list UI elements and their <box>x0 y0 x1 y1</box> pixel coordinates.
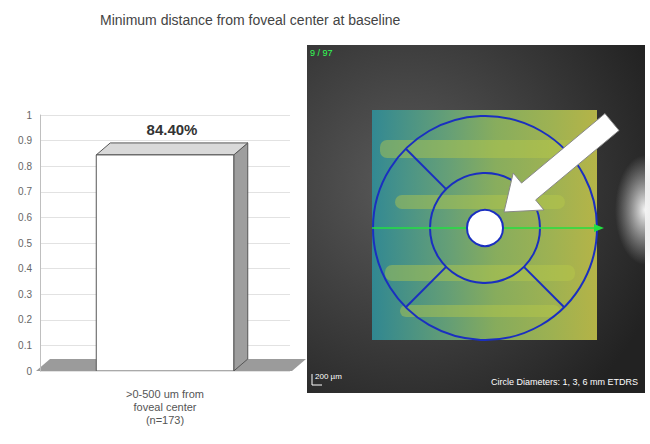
svg-text:>0-500 um from: >0-500 um from <box>126 388 204 400</box>
svg-text:0.8: 0.8 <box>18 161 32 172</box>
svg-text:9 / 97: 9 / 97 <box>310 48 333 58</box>
svg-text:1: 1 <box>26 110 32 121</box>
svg-text:0.2: 0.2 <box>18 314 32 325</box>
svg-text:84.40%: 84.40% <box>147 121 198 138</box>
svg-text:Circle Diameters: 1, 3, 6 mm E: Circle Diameters: 1, 3, 6 mm ETDRS <box>491 377 638 387</box>
svg-text:0.7: 0.7 <box>18 186 32 197</box>
svg-text:0.3: 0.3 <box>18 289 32 300</box>
svg-text:0.9: 0.9 <box>18 135 32 146</box>
svg-text:0.5: 0.5 <box>18 238 32 249</box>
svg-text:0: 0 <box>26 366 32 377</box>
svg-text:200 µm: 200 µm <box>315 372 342 381</box>
svg-text:(n=173): (n=173) <box>146 414 184 426</box>
svg-text:0.4: 0.4 <box>18 263 32 274</box>
svg-text:Minimum distance from foveal c: Minimum distance from foveal center at b… <box>100 12 401 28</box>
svg-text:0.1: 0.1 <box>18 340 32 351</box>
svg-text:0.6: 0.6 <box>18 212 32 223</box>
svg-text:foveal center: foveal center <box>134 401 197 413</box>
